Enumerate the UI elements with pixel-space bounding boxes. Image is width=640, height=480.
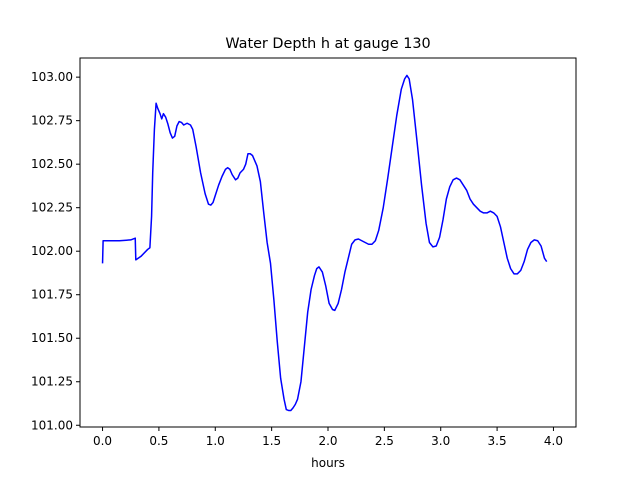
y-tick-label: 101.75	[31, 288, 73, 302]
x-tick-label: 3.0	[431, 434, 450, 448]
x-tick-label: 0.0	[93, 434, 112, 448]
y-tick-label: 101.50	[31, 331, 73, 345]
x-axis-label: hours	[311, 456, 345, 470]
plot-area	[101, 74, 548, 412]
x-tick-label: 4.0	[544, 434, 563, 448]
y-tick-label: 102.00	[31, 244, 73, 258]
y-tick-label: 103.00	[31, 70, 73, 84]
y-tick-label: 101.25	[31, 375, 73, 389]
x-tick-label: 1.0	[206, 434, 225, 448]
x-tick-label: 0.5	[149, 434, 168, 448]
x-axis-ticks: 0.0 0.5 1.0 1.5 2.0 2.5 3.0 3.5 4.0	[93, 427, 563, 448]
y-axis-ticks: 101.00 101.25 101.50 101.75 102.00 102.25 102.…	[31, 70, 80, 432]
y-tick-label: 102.25	[31, 201, 73, 215]
y-tick-label: 102.75	[31, 114, 73, 128]
chart-title: Water Depth h at gauge 130	[225, 36, 430, 52]
x-tick-label: 2.0	[318, 434, 337, 448]
x-tick-label: 2.5	[375, 434, 394, 448]
plot-frame	[79, 57, 577, 428]
x-tick-label: 3.5	[488, 434, 507, 448]
x-tick-label: 1.5	[262, 434, 281, 448]
y-tick-label: 101.00	[31, 418, 73, 432]
series-line-0	[101, 74, 548, 412]
y-tick-label: 102.50	[31, 157, 73, 171]
